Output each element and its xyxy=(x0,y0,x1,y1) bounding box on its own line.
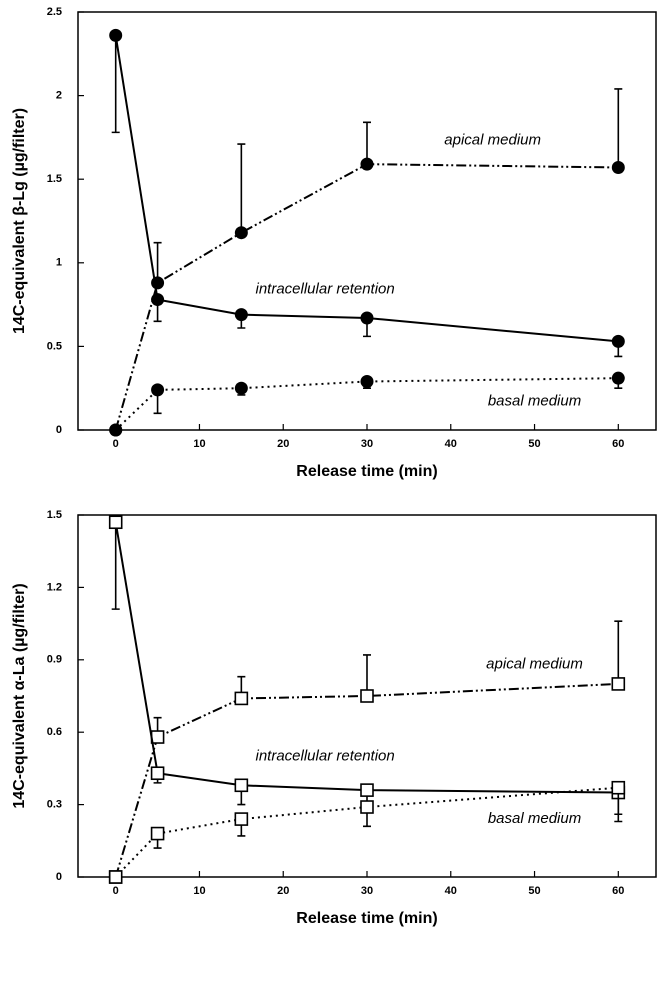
marker xyxy=(611,677,626,691)
series-label: basal medium xyxy=(488,810,581,827)
marker xyxy=(150,826,165,841)
series xyxy=(108,780,626,884)
marker xyxy=(234,226,248,240)
x-tick-label: 10 xyxy=(193,885,205,897)
marker xyxy=(151,383,165,397)
marker xyxy=(234,308,248,322)
marker xyxy=(234,691,249,706)
marker xyxy=(151,293,165,307)
series xyxy=(109,371,625,437)
marker xyxy=(151,276,165,290)
series-label: apical medium xyxy=(444,132,541,149)
marker xyxy=(360,311,374,325)
error-bar xyxy=(111,35,120,134)
x-tick-label: 30 xyxy=(361,438,373,450)
marker xyxy=(611,780,626,795)
marker xyxy=(360,689,374,703)
marker xyxy=(150,730,165,744)
y-tick-label: 0 xyxy=(56,871,62,883)
y-tick-label: 1.5 xyxy=(47,509,62,521)
error-bar xyxy=(237,143,246,233)
marker xyxy=(360,783,374,797)
error-bar xyxy=(153,241,162,283)
x-tick-label: 0 xyxy=(113,438,119,450)
error-bar xyxy=(363,121,371,165)
y-tick-label: 0.3 xyxy=(47,799,62,811)
x-tick-label: 20 xyxy=(277,885,289,897)
marker xyxy=(360,800,374,814)
marker xyxy=(108,515,123,530)
x-tick-label: 10 xyxy=(193,438,205,450)
marker xyxy=(360,157,374,171)
error-bar xyxy=(111,522,120,610)
y-tick-label: 0 xyxy=(56,424,62,436)
x-axis-label: Release time (min) xyxy=(296,910,437,927)
series-label: intracellular retention xyxy=(255,281,394,298)
y-tick-label: 1.5 xyxy=(47,173,62,185)
series-line xyxy=(114,682,619,878)
error-bar xyxy=(363,654,371,696)
marker xyxy=(611,160,625,174)
y-tick-label: 2.5 xyxy=(47,6,62,18)
series xyxy=(108,620,626,884)
x-tick-label: 60 xyxy=(612,438,624,450)
x-tick-label: 30 xyxy=(361,885,373,897)
series-label: apical medium xyxy=(486,656,583,673)
marker xyxy=(234,778,249,793)
x-tick-label: 20 xyxy=(277,438,289,450)
y-tick-label: 0.5 xyxy=(47,340,62,352)
marker xyxy=(360,375,374,389)
marker xyxy=(109,28,123,42)
x-tick-label: 50 xyxy=(528,885,540,897)
plot-frame xyxy=(77,11,657,431)
y-tick-label: 1.2 xyxy=(47,581,62,593)
y-axis-label: 14C-equivalent β-Lg (µg/filter) xyxy=(11,108,28,334)
marker xyxy=(109,423,123,437)
series-label: intracellular retention xyxy=(255,747,394,764)
x-tick-label: 60 xyxy=(612,885,624,897)
x-tick-label: 0 xyxy=(113,885,119,897)
x-axis-label: Release time (min) xyxy=(296,463,437,480)
x-tick-label: 50 xyxy=(528,438,540,450)
error-bar xyxy=(614,88,623,168)
x-tick-label: 40 xyxy=(445,885,457,897)
marker xyxy=(611,334,625,348)
series-label: basal medium xyxy=(488,393,581,410)
marker xyxy=(234,381,248,395)
y-tick-label: 2 xyxy=(56,90,62,102)
marker xyxy=(611,371,625,385)
y-tick-label: 1 xyxy=(56,257,62,269)
marker xyxy=(234,812,249,826)
marker xyxy=(150,766,165,781)
y-tick-label: 0.6 xyxy=(47,726,62,738)
y-axis-label: 14C-equivalent α-La (µg/filter) xyxy=(11,583,28,808)
error-bar xyxy=(614,620,623,684)
marker xyxy=(108,870,123,884)
y-tick-label: 0.9 xyxy=(47,654,62,666)
series-line xyxy=(114,163,619,431)
series xyxy=(109,28,625,358)
x-tick-label: 40 xyxy=(445,438,457,450)
